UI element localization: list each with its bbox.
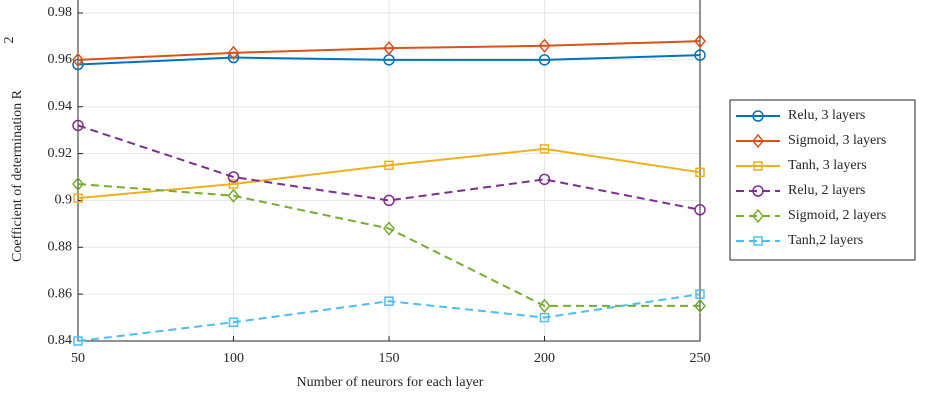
data-point <box>228 317 239 328</box>
data-point <box>694 49 706 61</box>
data-point <box>694 298 706 314</box>
data-point <box>539 144 550 154</box>
y-axis-label-superscript: 2 <box>2 37 17 44</box>
y-tick-label: 0.9 <box>55 193 73 208</box>
data-point <box>383 221 395 236</box>
data-point <box>695 289 705 299</box>
y-tick-label: 0.88 <box>48 240 73 255</box>
data-point <box>72 52 84 68</box>
series-line <box>77 40 701 61</box>
legend-marker <box>752 110 764 122</box>
legend-marker <box>753 236 763 246</box>
x-tick-label: 200 <box>534 351 555 366</box>
y-tick-label: 0.96 <box>48 52 73 67</box>
legend-label: Relu, 2 layers <box>788 183 865 198</box>
legend-marker <box>752 133 764 149</box>
series-line <box>77 293 701 342</box>
data-point <box>72 176 84 192</box>
data-point <box>538 38 551 53</box>
x-tick-label: 250 <box>690 351 711 366</box>
x-tick-label: 50 <box>71 351 85 366</box>
data-point <box>695 167 705 178</box>
data-point <box>384 296 394 306</box>
data-point <box>227 188 240 203</box>
x-tick-label: 100 <box>223 351 244 366</box>
series-line <box>77 54 701 66</box>
y-tick-label: 0.84 <box>48 333 73 348</box>
data-point <box>538 173 551 186</box>
data-point <box>694 33 706 49</box>
data-point <box>538 298 551 314</box>
data-point <box>694 204 706 216</box>
legend-label: Relu, 3 layers <box>788 108 865 123</box>
y-tick-label: 0.98 <box>48 5 73 20</box>
data-point <box>538 54 551 66</box>
legend: Relu, 3 layers Sigmoid, 3 layers Tanh, 3 l… <box>729 99 916 261</box>
legend-marker <box>752 185 764 197</box>
legend-marker <box>753 161 763 171</box>
data-point <box>227 171 240 183</box>
x-axis-label: Number of neurors for each layer <box>297 375 484 390</box>
data-point <box>383 194 395 207</box>
y-tick-label: 0.86 <box>48 286 73 301</box>
data-point <box>227 45 240 61</box>
data-point <box>72 119 84 132</box>
data-point <box>383 40 395 56</box>
legend-label: Tanh,2 layers <box>788 233 863 248</box>
legend-label: Tanh, 3 layers <box>788 158 867 173</box>
series-line <box>77 183 700 307</box>
y-axis-label: Coefficient of determination R <box>10 89 25 262</box>
legend-box <box>729 99 916 261</box>
legend-marker <box>752 208 764 224</box>
axes <box>77 0 701 342</box>
data-point <box>73 336 83 346</box>
data-point <box>228 179 239 189</box>
series-line <box>77 147 701 200</box>
x-tick-label: 150 <box>379 351 400 366</box>
legend-label: Sigmoid, 2 layers <box>788 208 886 223</box>
data-point <box>384 160 394 171</box>
y-tick-label: 0.94 <box>48 99 73 114</box>
y-tick-label: 0.92 <box>48 146 73 161</box>
data-point <box>73 193 83 203</box>
legend-label: Sigmoid, 3 layers <box>788 133 886 148</box>
series-line <box>77 124 701 211</box>
data-point <box>539 312 550 323</box>
